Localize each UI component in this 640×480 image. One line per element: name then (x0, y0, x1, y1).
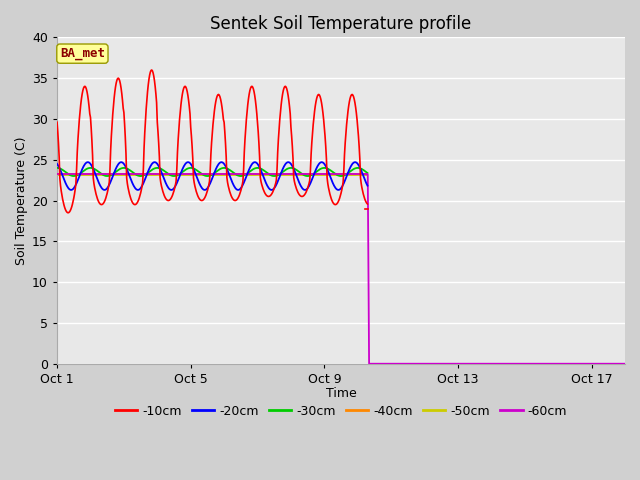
X-axis label: Time: Time (326, 387, 356, 400)
Y-axis label: Soil Temperature (C): Soil Temperature (C) (15, 136, 28, 265)
Text: BA_met: BA_met (60, 47, 105, 60)
Legend: -10cm, -20cm, -30cm, -40cm, -50cm, -60cm: -10cm, -20cm, -30cm, -40cm, -50cm, -60cm (110, 400, 572, 423)
Title: Sentek Soil Temperature profile: Sentek Soil Temperature profile (211, 15, 472, 33)
